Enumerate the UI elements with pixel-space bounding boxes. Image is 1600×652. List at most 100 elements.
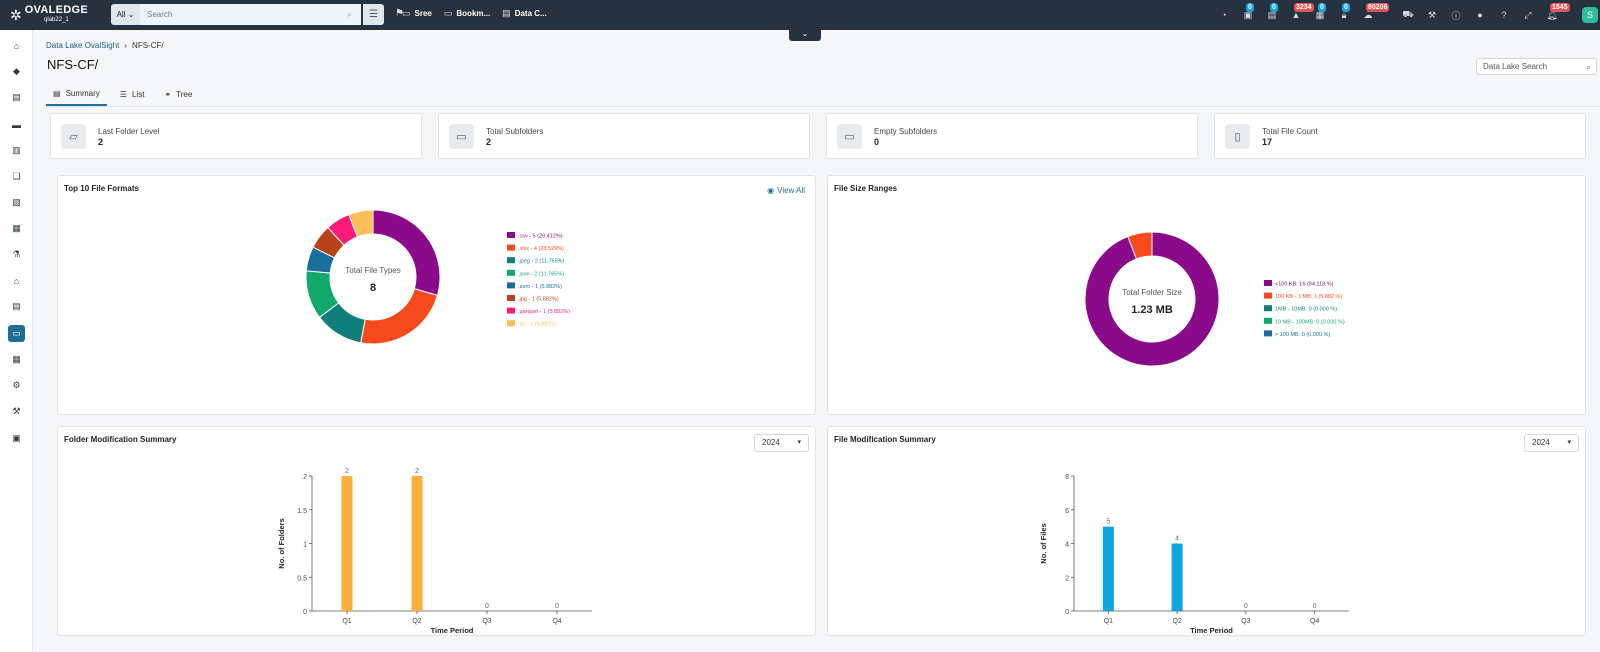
breadcrumb: Data Lake OvalSight › NFS-CF/ <box>46 41 164 50</box>
page-title: NFS-CF/ <box>47 57 99 72</box>
donut-slice <box>372 209 441 296</box>
service-desk-icon[interactable]: ▦ 0 <box>1315 3 1326 20</box>
y-axis-title: No. of Files <box>1039 523 1048 563</box>
legend-swatch <box>507 307 515 314</box>
y-tick-label: 0 <box>303 609 307 616</box>
home-icon[interactable]: ⌂ <box>13 40 20 51</box>
logo[interactable]: ✲ OVALEDGE qlab22_1 <box>0 0 100 30</box>
search-scope-dropdown[interactable]: All ⌄ <box>111 4 140 25</box>
filter-menu-button[interactable]: ☰ <box>363 4 384 25</box>
legend-label: 1MB - 10MB: 0 (0.000 %) <box>1275 307 1337 313</box>
tab-label: List <box>131 89 145 99</box>
lock-badge: 0 <box>1342 3 1350 12</box>
nav-item-data-catalog[interactable]: ▤ Data C... <box>502 8 547 19</box>
tools-icon[interactable]: ⚒ <box>12 406 21 416</box>
x-tick-label: Q4 <box>1310 618 1319 625</box>
tab-tree[interactable]: ⚭ Tree <box>157 82 199 106</box>
nav-item-bookmarks[interactable]: ▭ Bookm... <box>444 8 490 19</box>
tools-icon[interactable]: ⚒ <box>1427 9 1437 20</box>
collapse-header-toggle[interactable]: ⌄ <box>789 29 821 41</box>
bookmark-icon[interactable]: ⚑ <box>395 8 404 19</box>
chat-icon[interactable]: ❏ <box>12 171 21 181</box>
folder-stack-icon: ▱ <box>61 124 86 149</box>
data-lake-search-input[interactable]: Data Lake Search ⌕ <box>1476 58 1597 75</box>
stat-value: 17 <box>1262 137 1273 147</box>
admin-icon[interactable]: ▣ <box>12 433 21 443</box>
dashboard-icon[interactable]: ◔ <box>1221 10 1227 20</box>
tag-icon[interactable]: ◆ <box>13 66 20 76</box>
notification-icon[interactable]: 🔔︎ 1545 <box>1546 3 1570 20</box>
database-icon[interactable]: ▬ <box>12 119 21 130</box>
data-lake-icon[interactable]: ▭ <box>8 325 25 342</box>
search-icon[interactable]: ⌕ <box>347 9 353 19</box>
tasks-icon[interactable]: ▤ 0 <box>1267 3 1278 20</box>
cart-icon[interactable]: ⛟ <box>1402 9 1414 19</box>
tree-icon: ⚭ <box>164 89 172 99</box>
legend-label: .jpg - 1 (5.882%) <box>518 297 559 303</box>
bar <box>1171 543 1183 611</box>
catalog-icon[interactable]: ▤ <box>12 92 21 102</box>
stat-label: Total File Count <box>1262 127 1318 136</box>
top-bar: ✲ OVALEDGE qlab22_1 All ⌄ ⌕ ☰ ⚑ ▭Sree ▭B… <box>0 0 1600 30</box>
tab-list[interactable]: ☰ List <box>113 82 152 106</box>
bar <box>1102 526 1114 611</box>
stat-card-empty-subfolders: ▭ Empty Subfolders 0 <box>826 113 1198 159</box>
file-year-select[interactable]: 2024 ▾ <box>1524 434 1579 452</box>
nav-label: Sree <box>414 9 432 18</box>
lab-icon[interactable]: ⚗ <box>12 249 21 259</box>
y-tick-label: 0.5 <box>297 575 307 582</box>
folder-icon: ▭ <box>449 124 474 149</box>
settings-gear-icon[interactable]: ⚙ <box>12 380 21 390</box>
document-icon[interactable]: ▤ <box>12 301 21 311</box>
legend-swatch <box>1264 292 1272 299</box>
calendar-icon[interactable]: ▦ <box>12 223 21 233</box>
folder-modification-bar-chart: 0 0.5 1 1.5 2 2 Q1 2 Q2 0 Q3 0 Q4 Time Period No. of F… <box>277 468 592 635</box>
logo-icon: ✲ <box>10 6 22 23</box>
file-size-donut-chart: Total Folder Size 1.23 MB <100 KB: 16 (94.… <box>1084 231 1345 367</box>
summary-icon: ▤ <box>53 88 61 98</box>
x-axis-title: Time Period <box>431 626 474 635</box>
y-tick-label: 4 <box>1065 542 1069 549</box>
stat-value: 2 <box>98 137 104 147</box>
bar-data-label: 0 <box>1244 603 1248 610</box>
lock-icon[interactable]: 🔒︎ 0 <box>1341 3 1350 20</box>
info-icon[interactable]: ⓘ <box>1451 10 1461 21</box>
inbox-icon[interactable]: ▣ 0 <box>1243 3 1254 20</box>
github-icon[interactable]: ● <box>1477 10 1483 20</box>
donut-center-label: Total Folder Size <box>1122 288 1182 297</box>
stat-label: Total Subfolders <box>486 127 544 136</box>
stat-card-total-subfolders: ▭ Total Subfolders 2 <box>438 113 810 159</box>
fullscreen-icon[interactable]: ⤢ <box>1524 9 1532 20</box>
alert-icon[interactable]: ▲ 3234 <box>1291 3 1314 20</box>
donut-slice <box>360 288 439 345</box>
notification-badge: 1545 <box>1550 3 1570 12</box>
legend-label: .csv - 5 (29.412%) <box>518 234 563 240</box>
top-nav: ▭ Sree ▭ Bookm... ▤ Data C... <box>402 8 547 19</box>
bar-data-label: 0 <box>555 603 559 610</box>
breadcrumb-root-link[interactable]: Data Lake OvalSight <box>46 41 120 50</box>
search-input[interactable] <box>140 4 361 25</box>
help-icon[interactable]: ? <box>1501 10 1507 20</box>
empty-folder-icon: ▭ <box>837 124 862 149</box>
stat-label: Last Folder Level <box>98 127 160 136</box>
folder-year-select[interactable]: 2024 ▾ <box>754 434 809 452</box>
tab-summary[interactable]: ▤ Summary <box>46 82 107 106</box>
view-all-link[interactable]: ◉ View All <box>767 186 805 195</box>
search-icon[interactable]: ⌕ <box>1585 62 1591 72</box>
nav-item-sree[interactable]: ▭ Sree <box>402 8 432 19</box>
panel-file-modification-summary: File Modification Summary 2024 ▾ 0 2 4 6 8 5 Q1… <box>827 426 1586 636</box>
cloud-icon[interactable]: ☁ 80206 <box>1363 3 1390 20</box>
book-icon[interactable]: ▥ <box>12 145 21 155</box>
report-icon[interactable]: ▨ <box>12 197 21 207</box>
legend-swatch <box>507 269 515 276</box>
caret-down-icon: ▾ <box>797 439 801 446</box>
legend-label: .txt - 1 (5.882%) <box>518 322 557 328</box>
legend-swatch <box>507 320 515 327</box>
governance-icon[interactable]: ⌂ <box>13 275 20 286</box>
legend-label: 10 MB - 100MB: 0 (0.000 %) <box>1275 319 1345 325</box>
bar <box>411 476 423 611</box>
avatar[interactable]: S <box>1582 7 1598 23</box>
x-tick-label: Q2 <box>412 618 421 625</box>
cloud-badge: 80206 <box>1366 3 1390 12</box>
grid-icon[interactable]: ▦ <box>12 354 21 364</box>
